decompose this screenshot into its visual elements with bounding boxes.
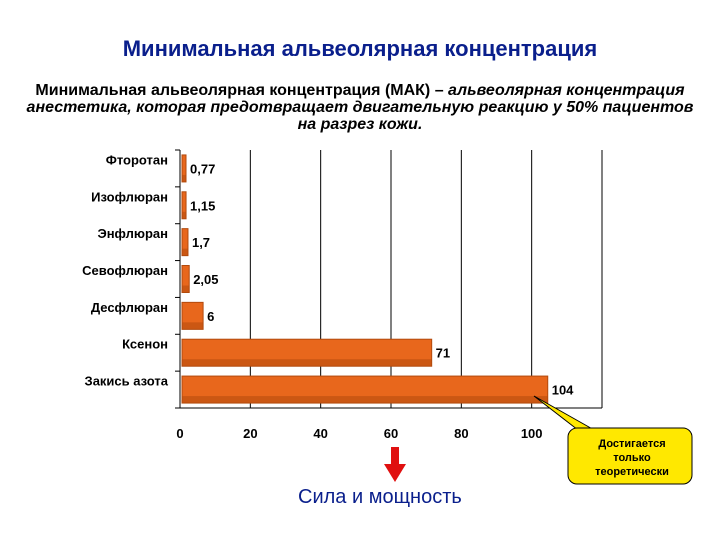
category-label: Изофлюран (91, 189, 168, 204)
category-label: Ксенон (122, 337, 168, 352)
value-label: 6 (207, 309, 214, 324)
value-label: 104 (552, 383, 574, 398)
category-label: Севофлюран (82, 263, 168, 278)
tick-label: 80 (454, 426, 468, 441)
bar-shade (182, 359, 432, 367)
category-label: Десфлюран (91, 300, 168, 315)
category-label: Энфлюран (97, 226, 168, 241)
value-label: 1,15 (190, 198, 215, 213)
gridlines (175, 149, 603, 409)
tick-label: 0 (176, 426, 183, 441)
bar-shade (182, 211, 187, 219)
value-label: 2,05 (193, 272, 218, 287)
slide-subtitle: Минимальная альвеолярная концентрация (М… (18, 82, 702, 133)
subtitle-plain: Минимальная альвеолярная концентрация (М… (35, 82, 449, 99)
bars (181, 154, 549, 404)
bar-shade (182, 322, 204, 330)
footer-label: Сила и мощность (298, 486, 462, 508)
value-label: 0,77 (190, 161, 215, 176)
category-label: Закись азота (85, 374, 169, 389)
down-arrow-icon (384, 447, 406, 482)
tick-label: 20 (243, 426, 257, 441)
slide-title: Минимальная альвеолярная концентрация (122, 36, 598, 61)
value-label: 1,7 (192, 235, 210, 250)
callout-bubble (533, 395, 693, 485)
tick-label: 60 (384, 426, 398, 441)
value-label: 71 (436, 346, 450, 361)
callout-text: Достигается только теоретически (595, 438, 669, 478)
bar-shade (182, 174, 186, 182)
subtitle-italic: альвеолярная концентрация анестетика, ко… (26, 82, 694, 133)
labels: Фторотан 0,77 Изофлюран 1,15 Энфлюран 1,7 Сево… (82, 152, 574, 441)
bar-shade (182, 396, 548, 404)
tick-label: 40 (313, 426, 327, 441)
category-label: Фторотан (106, 152, 168, 167)
bar-shade (182, 285, 190, 293)
bar-shade (182, 248, 188, 256)
tick-label: 100 (521, 426, 543, 441)
